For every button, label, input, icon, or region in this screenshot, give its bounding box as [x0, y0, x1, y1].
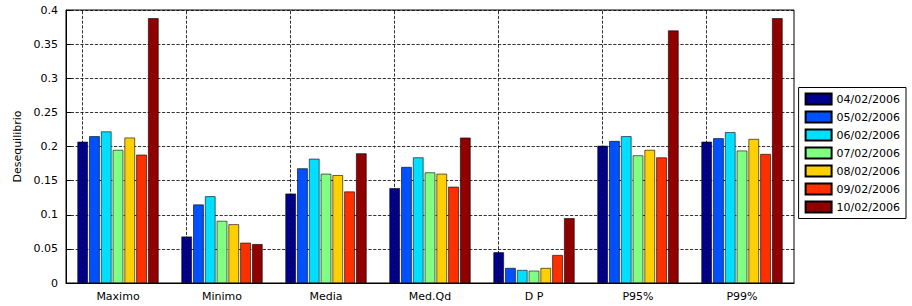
svg-text:0.25: 0.25 — [34, 106, 59, 119]
svg-text:Med.Qd: Med.Qd — [409, 290, 451, 303]
svg-text:0.1: 0.1 — [41, 208, 59, 221]
svg-text:06/02/2006: 06/02/2006 — [837, 129, 900, 142]
svg-text:Media: Media — [309, 290, 342, 303]
svg-text:0: 0 — [51, 277, 58, 290]
svg-text:04/02/2006: 04/02/2006 — [837, 93, 900, 106]
svg-text:Maximo: Maximo — [96, 290, 140, 303]
svg-text:Minimo: Minimo — [202, 290, 242, 303]
svg-text:Desequilibrio: Desequilibrio — [11, 110, 24, 182]
svg-text:P95%: P95% — [622, 290, 653, 303]
svg-text:0.35: 0.35 — [34, 38, 59, 51]
svg-text:D P: D P — [525, 290, 544, 303]
svg-text:P99%: P99% — [726, 290, 757, 303]
svg-text:05/02/2006: 05/02/2006 — [837, 111, 900, 124]
svg-text:0.3: 0.3 — [41, 72, 59, 85]
svg-text:08/02/2006: 08/02/2006 — [837, 165, 900, 178]
svg-text:0.05: 0.05 — [34, 242, 59, 255]
svg-text:0.4: 0.4 — [41, 4, 59, 17]
svg-text:0.15: 0.15 — [34, 174, 59, 187]
svg-text:10/02/2006: 10/02/2006 — [837, 201, 900, 214]
svg-text:09/02/2006: 09/02/2006 — [837, 183, 900, 196]
svg-text:07/02/2006: 07/02/2006 — [837, 147, 900, 160]
svg-text:0.2: 0.2 — [41, 140, 59, 153]
